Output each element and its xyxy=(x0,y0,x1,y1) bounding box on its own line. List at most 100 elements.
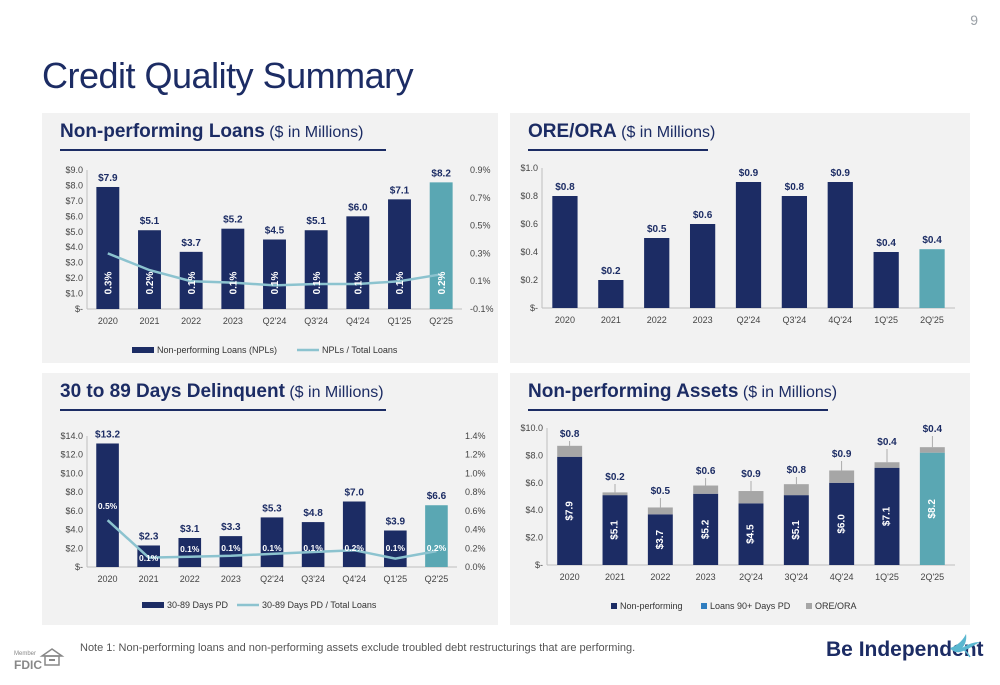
bar-value-label: $0.8 xyxy=(785,182,805,193)
bar-value-label: $6.0 xyxy=(348,202,368,213)
ratio-value-label: 0.1% xyxy=(312,271,323,294)
bar xyxy=(221,228,245,309)
y-tick-label: $14.0 xyxy=(60,431,83,441)
ore-value-label: $0.5 xyxy=(651,486,671,497)
svg-text:FDIC: FDIC xyxy=(14,658,42,672)
bar xyxy=(178,537,202,567)
bar-nonperforming xyxy=(829,482,855,565)
y2-tick-label: 0.7% xyxy=(470,193,491,203)
y-tick-label: $6.0 xyxy=(65,506,83,516)
y2-tick-label: 1.2% xyxy=(465,450,486,460)
y2-tick-label: 0.2% xyxy=(465,543,486,553)
bar-value-label: $4.8 xyxy=(303,508,323,519)
ore-value-label: $0.8 xyxy=(560,429,580,440)
y-tick-label: $- xyxy=(535,560,543,570)
ore-value-label: $0.9 xyxy=(741,469,761,480)
bar-ore-ora xyxy=(874,462,900,468)
npl-panel: Non-performing Loans ($ in Millions) $- $… xyxy=(42,113,498,363)
y-tick-label: $1.0 xyxy=(520,163,538,173)
bar-ore-ora xyxy=(919,447,945,453)
x-tick-label: 2021 xyxy=(605,572,625,582)
ratio-value-label: 0.2% xyxy=(145,271,156,294)
ratio-value-label: 0.1% xyxy=(303,543,323,553)
legend-label: 30-89 Days PD / Total Loans xyxy=(262,600,377,610)
y2-tick-label: 0.9% xyxy=(470,165,491,175)
legend-swatch xyxy=(701,603,707,609)
ratio-value-label: 0.1% xyxy=(228,271,239,294)
x-tick-label: Q4'24 xyxy=(342,574,366,584)
y-tick-label: $4.0 xyxy=(65,242,83,252)
y-tick-label: $0.4 xyxy=(520,247,538,257)
bar-value-label: $2.3 xyxy=(139,531,159,542)
y2-tick-label: 1.4% xyxy=(465,431,486,441)
bar-nonperforming xyxy=(783,495,809,565)
bar-value-label: $5.2 xyxy=(223,215,243,226)
bar-value-label: $3.1 xyxy=(180,524,200,535)
bar-value-label: $0.8 xyxy=(555,182,575,193)
ratio-value-label: 0.2% xyxy=(437,271,448,294)
bar-ore-ora xyxy=(738,491,764,504)
del-title-rule xyxy=(60,409,386,411)
ore-value-label: $0.9 xyxy=(832,449,852,460)
bar-value-label: $7.9 xyxy=(98,173,118,184)
bar xyxy=(644,238,670,308)
x-tick-label: 2023 xyxy=(223,316,243,326)
x-tick-label: 2Q'24 xyxy=(739,572,763,582)
bar-value-label: $0.5 xyxy=(647,224,667,235)
legend-swatch xyxy=(611,603,617,609)
ratio-value-label: 0.1% xyxy=(395,271,406,294)
ore-value-label: $0.6 xyxy=(696,466,716,477)
x-tick-label: 2020 xyxy=(98,316,118,326)
bar-value-label: $4.5 xyxy=(265,226,285,237)
x-tick-label: Q2'24 xyxy=(263,316,287,326)
bar-ore-ora xyxy=(647,507,673,515)
y-tick-label: $8.0 xyxy=(65,487,83,497)
bar-value-label: $5.1 xyxy=(140,216,160,227)
del-chart: $- $2.0 $4.0 $6.0 $8.0 $10.0 $12.0 $14.0 0.0% 0.2… xyxy=(60,429,486,610)
ore-value-label: $0.8 xyxy=(787,465,807,476)
x-tick-label: 2022 xyxy=(650,572,670,582)
y-tick-label: $10.0 xyxy=(520,423,543,433)
legend-swatch xyxy=(142,602,164,608)
y-tick-label: $6.0 xyxy=(65,211,83,221)
bar xyxy=(96,186,120,309)
footnote: Note 1: Non-performing loans and non-per… xyxy=(80,642,636,654)
y-tick-label: $0.8 xyxy=(520,191,538,201)
bar-ore-ora xyxy=(783,484,809,496)
x-tick-label: 2021 xyxy=(139,574,159,584)
ratio-value-label: 0.1% xyxy=(187,271,198,294)
x-tick-label: Q2'25 xyxy=(429,316,453,326)
bar-nonperforming xyxy=(557,456,583,565)
y-tick-label: $4.0 xyxy=(525,505,543,515)
bar-nonperforming xyxy=(693,493,719,565)
y2-tick-label: 0.8% xyxy=(465,487,486,497)
bird-logo-icon xyxy=(950,634,980,658)
legend-label: NPLs / Total Loans xyxy=(322,345,398,355)
bar-value-label: $0.4 xyxy=(876,238,896,249)
ore-panel: ORE/ORA ($ in Millions) $- $0.2 $0.4 $0.6 $0… xyxy=(510,113,970,363)
y-tick-label: $10.0 xyxy=(60,468,83,478)
npa-panel-title: Non-performing Assets ($ in Millions) xyxy=(528,381,838,402)
ratio-value-label: 0.3% xyxy=(103,271,114,294)
ratio-value-label: 0.1% xyxy=(180,544,200,554)
x-tick-label: 2021 xyxy=(139,316,159,326)
bar-nonperforming xyxy=(738,503,764,565)
x-tick-label: Q3'24 xyxy=(304,316,328,326)
y2-tick-label: 0.3% xyxy=(470,248,491,258)
x-tick-label: 3Q'24 xyxy=(784,572,808,582)
svg-text:Member: Member xyxy=(14,651,36,657)
ore-chart: $- $0.2 $0.4 $0.6 $0.8 $1.0 2020 2021 2022 2023 Q2… xyxy=(520,163,955,325)
fdic-equal-housing-logo: Member FDIC xyxy=(14,648,65,672)
bar xyxy=(425,505,448,567)
bar xyxy=(429,182,453,309)
y2-tick-label: 0.6% xyxy=(465,506,486,516)
bar-value-label: $0.6 xyxy=(693,210,713,221)
x-tick-label: 2023 xyxy=(696,572,716,582)
ratio-value-label: 0.1% xyxy=(221,543,241,553)
x-tick-label: 1Q'25 xyxy=(874,315,898,325)
bar-value-label: $3.7 xyxy=(655,529,666,549)
bar-value-label: $3.3 xyxy=(221,522,241,533)
bar-value-label: $3.7 xyxy=(181,238,201,249)
y-tick-label: $0.2 xyxy=(520,275,538,285)
x-tick-label: Q2'24 xyxy=(260,574,284,584)
